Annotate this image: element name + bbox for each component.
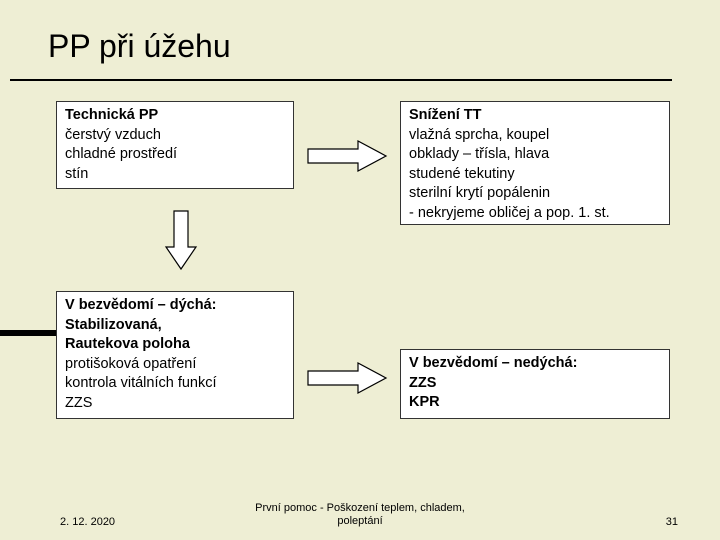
footer-date: 2. 12. 2020 [60,516,115,528]
box-snizeni-tt: Snížení TT vlažná sprcha, koupel obklady… [400,101,670,225]
box2-line4: sterilní krytí popálenin [409,185,550,201]
box2-heading: Snížení TT [409,106,661,126]
title-area: PP při úžehu [0,0,720,73]
box3-line1: protišoková opatření [65,356,196,372]
footer-center: První pomoc - Poškození teplem, chladem,… [255,502,465,528]
box1-line1: čerstvý vzduch [65,127,161,143]
box2-line3: studené tekutiny [409,166,515,182]
footer-page: 31 [666,516,678,528]
box1-line2: chladné prostředí [65,146,177,162]
box1-heading: Technická PP [65,106,285,126]
box2-line1: vlažná sprcha, koupel [409,127,549,143]
box-bezvedomi-dycha: V bezvědomí – dýchá: Stabilizovaná, Raut… [56,291,294,419]
box3-line2: kontrola vitálních funkcí [65,375,217,391]
box4-heading: V bezvědomí – nedýchá: [409,354,661,374]
title-underline [10,79,672,81]
box2-line2: obklady – třísla, hlava [409,146,549,162]
footer-center-line2: poleptání [337,515,382,527]
box1-line3: stín [65,166,88,182]
arrow-right-icon [306,139,388,173]
slide-title: PP při úžehu [48,28,720,65]
diagram-content: Technická PP čerstvý vzduch chladné pros… [56,101,682,471]
box3-bold2: Rautekova poloha [65,336,190,352]
box3-bold1: Stabilizovaná, [65,317,162,333]
footer-center-line1: První pomoc - Poškození teplem, chladem, [255,502,465,514]
box3-line3: ZZS [65,395,92,411]
box2-line5: - nekryjeme obličej a pop. 1. st. [409,205,610,221]
box-technical-pp: Technická PP čerstvý vzduch chladné pros… [56,101,294,189]
arrow-down-icon [164,209,198,271]
box-bezvedomi-nedycha: V bezvědomí – nedýchá: ZZS KPR [400,349,670,419]
box4-bold2: KPR [409,394,440,410]
arrow-right-icon [306,361,388,395]
side-accent-block [0,330,56,336]
box4-bold1: ZZS [409,375,436,391]
box3-heading: V bezvědomí – dýchá: [65,296,285,316]
